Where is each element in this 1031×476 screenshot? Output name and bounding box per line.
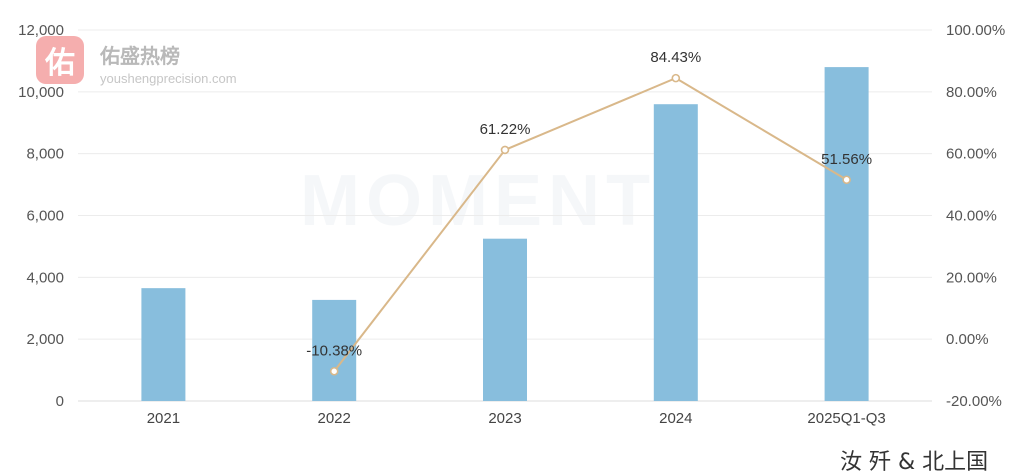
watermark-title: 佑盛热榜 (100, 44, 180, 68)
x-axis-tick-label: 2021 (147, 410, 180, 427)
left-axis-tick-label: 0 (56, 393, 64, 410)
bar (824, 67, 869, 401)
line-path (333, 77, 848, 372)
left-axis-ticks: 0 2,000 4,000 6,000 8,000 10,000 12,000 (18, 22, 64, 410)
line-point (329, 366, 339, 376)
left-axis-tick-label: 8,000 (26, 146, 64, 163)
left-axis-tick-label: 6,000 (26, 208, 64, 225)
line-data-labels: -10.38% 61.22% 84.43% 51.56% (306, 49, 872, 359)
right-axis-tick-label: -20.00% (946, 393, 1002, 410)
combo-chart: 0 2,000 4,000 6,000 8,000 10,000 12,000 -20.00… (18, 22, 1005, 427)
left-axis-tick-label: 4,000 (26, 269, 64, 286)
line-data-label: -10.38% (306, 342, 362, 359)
watermark-badge: 佑 (36, 36, 84, 84)
left-axis-tick-label: 12,000 (18, 22, 64, 39)
left-axis-tick-label: 10,000 (18, 84, 64, 101)
line-series (329, 73, 851, 376)
line-point (671, 73, 681, 83)
left-axis-tick-label: 2,000 (26, 331, 64, 348)
line-data-label: 84.43% (650, 49, 701, 66)
watermark-center: MOMENT (300, 161, 656, 241)
line-data-label: 61.22% (480, 121, 531, 138)
footer-partial-text: 汝 歼 & 北上国 (840, 450, 989, 475)
line-point (842, 175, 851, 185)
line-point (500, 145, 510, 155)
right-axis-ticks: -20.00% 0.00% 20.00% 40.00% 60.00% 80.00% 100.… (946, 22, 1005, 410)
x-axis-tick-label: 2022 (318, 410, 351, 427)
x-axis-ticks: 2021 2022 2023 2024 2025Q1-Q3 (147, 410, 886, 427)
x-axis-tick-label: 2025Q1-Q3 (807, 410, 885, 427)
right-axis-tick-label: 0.00% (946, 331, 989, 348)
bar (141, 288, 186, 401)
bar (653, 104, 698, 401)
right-axis-tick-label: 60.00% (946, 146, 997, 163)
watermark-url: youshengprecision.com (100, 71, 237, 86)
bar-series (141, 67, 869, 401)
right-axis-tick-label: 20.00% (946, 269, 997, 286)
bar (312, 299, 357, 401)
right-axis-tick-label: 40.00% (946, 208, 997, 225)
right-axis-tick-label: 100.00% (946, 22, 1005, 39)
right-axis-tick-label: 80.00% (946, 84, 997, 101)
x-axis-tick-label: 2024 (659, 410, 692, 427)
line-data-label: 51.56% (821, 151, 872, 168)
bar (483, 238, 527, 401)
x-axis-tick-label: 2023 (488, 410, 521, 427)
